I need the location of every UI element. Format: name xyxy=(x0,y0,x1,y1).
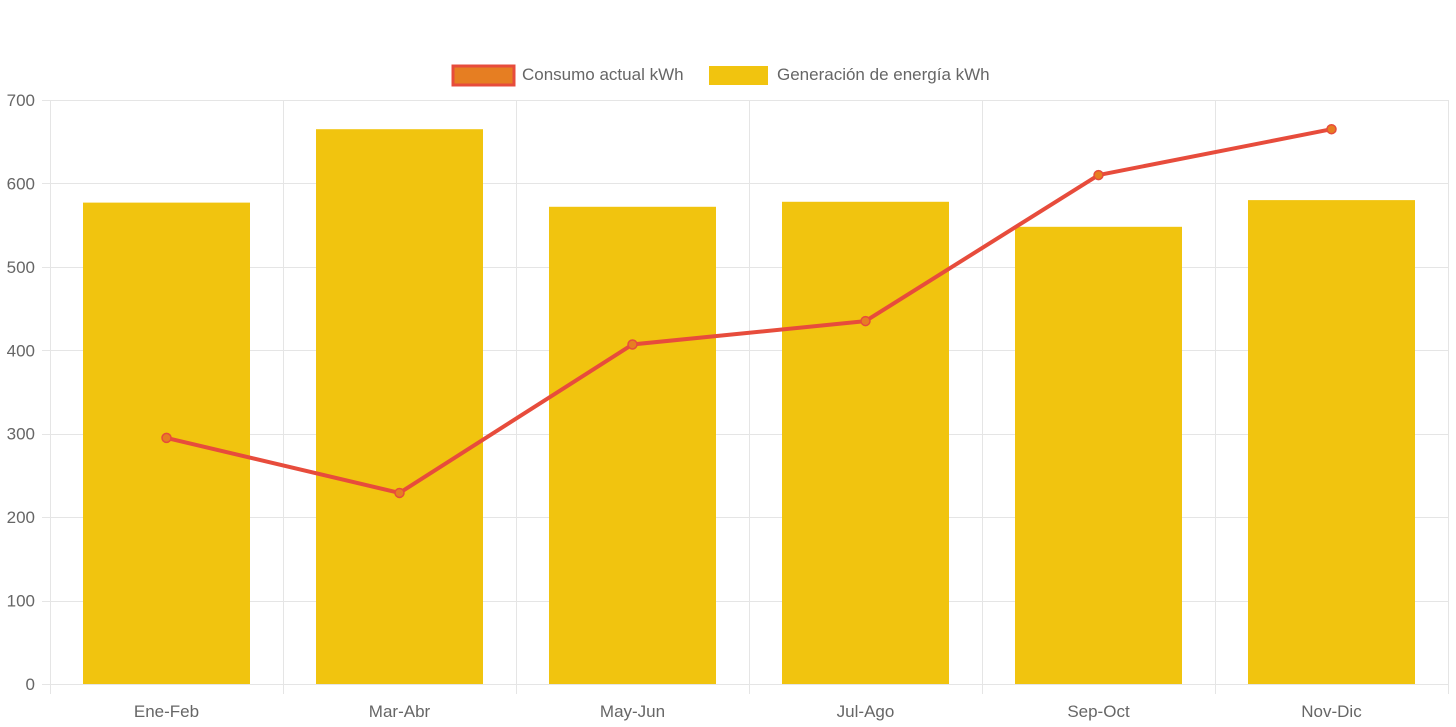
y-tick-label-100: 100 xyxy=(7,592,35,611)
y-tick-label-200: 200 xyxy=(7,508,35,527)
point-ene-feb xyxy=(161,432,172,444)
point-nov-dic xyxy=(1326,123,1337,135)
legend-swatch-consumo xyxy=(451,64,516,87)
point-jul-ago xyxy=(860,315,871,327)
grid xyxy=(42,100,1449,694)
legend-swatch-generacion xyxy=(709,66,768,85)
bar-sep-oct xyxy=(1015,226,1182,684)
consumo-line xyxy=(164,127,1334,495)
x-tick-label-mar-abr: Mar-Abr xyxy=(369,702,431,721)
x-tick-label-jul-ago: Jul-Ago xyxy=(837,702,895,721)
point-sep-oct xyxy=(1093,169,1104,181)
bar-series xyxy=(83,129,1415,685)
y-tick-label-500: 500 xyxy=(7,258,35,277)
x-tick-label-may-jun: May-Jun xyxy=(600,702,665,721)
y-tick-label-0: 0 xyxy=(26,675,35,694)
y-tick-label-700: 700 xyxy=(7,91,35,110)
legend: Consumo actual kWh Generación de energía… xyxy=(451,64,990,87)
legend-item-consumo[interactable]: Consumo actual kWh xyxy=(451,64,684,87)
point-may-jun xyxy=(627,339,638,350)
y-tick-label-400: 400 xyxy=(7,341,35,360)
y-axis: 0 100 200 300 400 500 600 700 xyxy=(7,91,35,694)
x-tick-label-sep-oct: Sep-Oct xyxy=(1067,702,1130,721)
line-series xyxy=(164,127,1334,495)
y-tick-label-300: 300 xyxy=(7,425,35,444)
x-tick-label-ene-feb: Ene-Feb xyxy=(134,702,199,721)
bar-nov-dic xyxy=(1248,200,1415,684)
x-tick-label-nov-dic: Nov-Dic xyxy=(1301,702,1362,721)
bar-mar-abr xyxy=(316,129,483,684)
x-axis: Ene-Feb Mar-Abr May-Jun Jul-Ago Sep-Oct Nov-D… xyxy=(134,702,1362,721)
bar-jul-ago xyxy=(782,201,949,685)
legend-item-generacion[interactable]: Generación de energía kWh xyxy=(709,65,990,85)
point-mar-abr xyxy=(394,487,405,499)
bar-ene-feb xyxy=(83,202,250,685)
legend-label-consumo: Consumo actual kWh xyxy=(522,65,684,84)
bar-may-jun xyxy=(549,206,716,684)
line-points xyxy=(161,123,1337,499)
legend-label-generacion: Generación de energía kWh xyxy=(777,65,990,84)
y-tick-label-600: 600 xyxy=(7,174,35,193)
